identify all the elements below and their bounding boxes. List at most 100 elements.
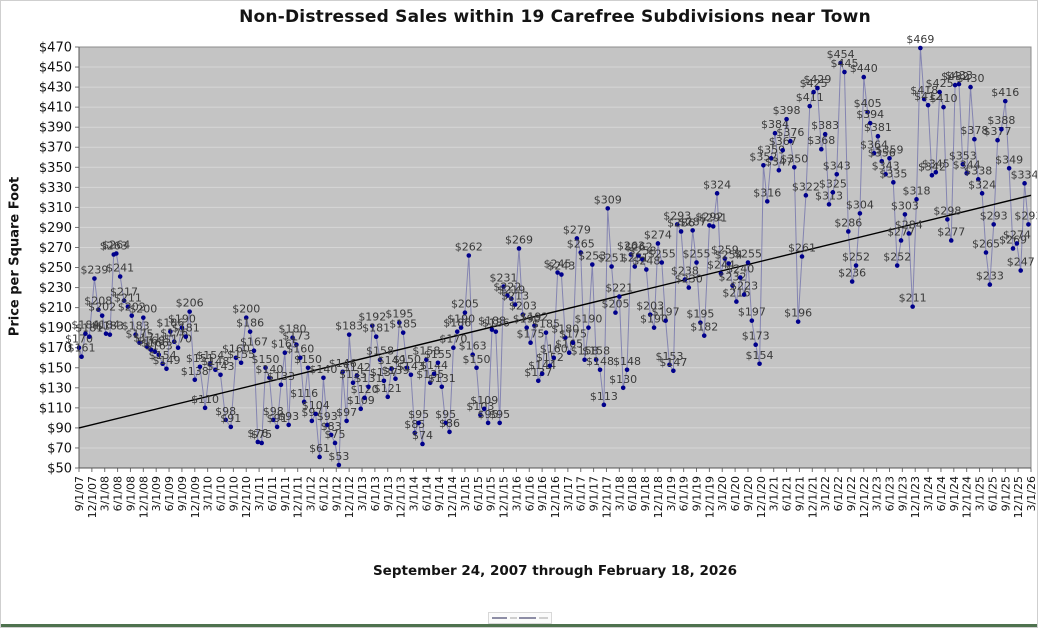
- y-tick-label: $290: [39, 221, 72, 236]
- data-point-label: $222: [493, 281, 521, 294]
- data-point-label: $131: [428, 372, 456, 385]
- data-point: [707, 223, 712, 228]
- data-point: [197, 364, 203, 370]
- data-point-label: $195: [686, 308, 714, 321]
- data-point: [562, 335, 568, 340]
- data-point-label: $258: [628, 245, 656, 258]
- data-point-label: $293: [1014, 209, 1038, 222]
- data-point: [803, 193, 809, 198]
- data-point-label: $205: [601, 298, 629, 311]
- data-point-label: $388: [987, 114, 1015, 127]
- data-point-label: $425: [926, 77, 954, 90]
- data-point-label: $135: [416, 368, 444, 381]
- data-point-label: $200: [129, 303, 157, 316]
- x-tick-label: 3/1/15: [459, 476, 472, 511]
- data-point-label: $148: [613, 355, 641, 368]
- data-point: [898, 238, 904, 243]
- data-point: [894, 263, 900, 268]
- x-tick-label: 12/1/09: [189, 476, 202, 518]
- data-point-label: $410: [930, 92, 958, 105]
- data-point: [228, 424, 234, 430]
- data-point-label: $454: [827, 48, 855, 61]
- data-point: [305, 365, 311, 371]
- data-point-label: $433: [945, 69, 973, 82]
- data-point: [902, 212, 908, 217]
- data-point: [207, 361, 213, 367]
- data-point-label: $154: [746, 349, 774, 362]
- data-point-label: $252: [883, 251, 911, 264]
- data-point-label: $150: [294, 353, 322, 366]
- data-point: [822, 131, 828, 137]
- data-point-label: $265: [972, 237, 1000, 250]
- data-point: [726, 261, 731, 266]
- data-point-label: $158: [571, 345, 599, 358]
- data-point: [865, 109, 870, 115]
- x-tick-label: 12/1/17: [600, 476, 613, 518]
- data-point: [297, 355, 303, 361]
- data-point: [857, 211, 863, 216]
- data-point: [233, 355, 239, 361]
- data-point: [524, 325, 529, 330]
- data-point-label: $239: [80, 264, 108, 277]
- data-point: [286, 422, 291, 428]
- data-point: [251, 348, 257, 354]
- data-point-label: $411: [796, 91, 824, 104]
- data-point: [443, 420, 448, 426]
- data-point-label: $412: [914, 90, 942, 103]
- data-point: [427, 380, 433, 386]
- data-point: [133, 332, 138, 337]
- data-point-label: $168: [137, 335, 165, 348]
- data-point-label: $185: [389, 318, 417, 331]
- x-tick-label: 12/1/13: [395, 476, 408, 518]
- data-point-label: $274: [1003, 228, 1031, 241]
- data-point-label: $192: [358, 311, 386, 324]
- data-point: [906, 231, 912, 236]
- data-point: [964, 171, 969, 176]
- data-point: [761, 162, 766, 168]
- data-point-label: $158: [412, 345, 440, 358]
- data-point-label: $175: [517, 328, 545, 341]
- data-point: [290, 335, 295, 340]
- data-point-label: $181: [172, 322, 200, 335]
- data-point: [243, 315, 249, 320]
- data-point: [223, 417, 228, 423]
- legend-label-mark: [539, 617, 549, 619]
- data-point: [192, 377, 198, 383]
- data-point-label: $184: [92, 319, 120, 332]
- x-tick-label: 3/1/14: [407, 476, 420, 511]
- data-point: [370, 323, 375, 328]
- data-point: [99, 313, 105, 318]
- data-point: [282, 350, 288, 356]
- data-point-label: $211: [114, 292, 142, 305]
- data-point: [547, 363, 553, 369]
- data-point-label: $155: [227, 348, 255, 361]
- data-point: [270, 417, 276, 423]
- data-point: [377, 357, 383, 363]
- data-point-label: $120: [351, 383, 379, 396]
- data-point-label: $103: [466, 400, 494, 413]
- y-tick-label: $230: [39, 281, 72, 296]
- data-point: [121, 298, 127, 303]
- data-point-label: $206: [176, 297, 204, 310]
- data-point: [968, 84, 973, 90]
- data-point: [914, 197, 919, 202]
- data-point: [678, 229, 684, 234]
- data-point-label: $350: [780, 152, 808, 165]
- data-point-label: $247: [1007, 256, 1035, 269]
- data-point-label: $277: [937, 225, 965, 238]
- data-point-label: $279: [563, 223, 591, 236]
- data-point: [701, 333, 707, 338]
- data-point: [730, 283, 735, 288]
- data-point-label: $230: [675, 273, 703, 286]
- data-point: [784, 116, 789, 122]
- x-tick-label: 3/1/25: [974, 476, 987, 511]
- data-point: [617, 294, 622, 299]
- x-axis-title: September 24, 2007 through February 18, …: [372, 563, 738, 579]
- data-point: [324, 422, 330, 428]
- x-tick-label: 12/1/10: [240, 476, 253, 518]
- x-tick-label: 9/1/21: [793, 476, 806, 511]
- data-point-label: $186: [443, 317, 471, 330]
- data-point-label: $142: [343, 361, 371, 374]
- x-tick-label: 3/1/22: [819, 476, 832, 511]
- x-tick-label: 9/1/16: [536, 476, 549, 511]
